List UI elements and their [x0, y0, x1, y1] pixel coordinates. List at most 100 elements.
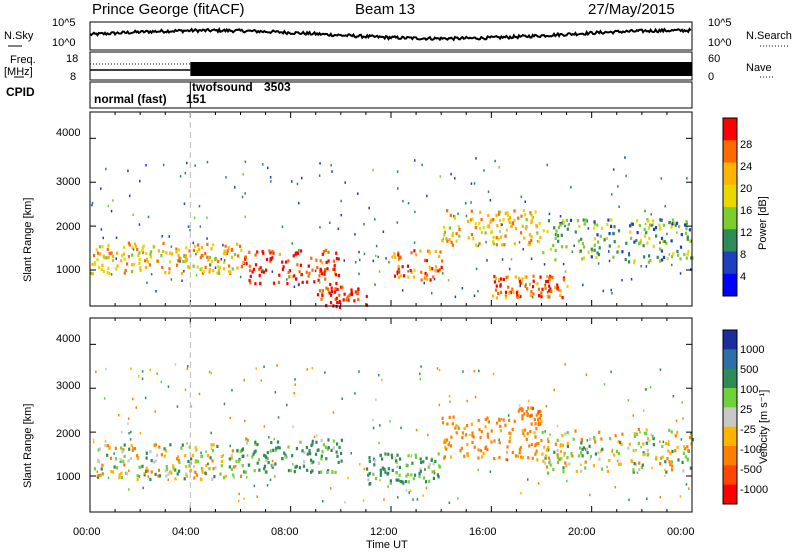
power-scatter-cell [414, 210, 416, 214]
power-scatter-cell [363, 252, 366, 256]
velocity-scatter-cell [144, 396, 147, 400]
power-cell [679, 245, 683, 249]
velocity-cell [666, 457, 669, 461]
velocity-cell [643, 431, 646, 435]
power-scatter-cell [298, 283, 300, 287]
power-cell [442, 226, 446, 230]
power-cell [646, 241, 649, 245]
power-scatter-cell [530, 212, 532, 216]
power-cell [281, 267, 284, 271]
velocity-cell [158, 474, 162, 478]
velocity-cell [441, 421, 445, 425]
velocity-scatter-cell [415, 428, 418, 432]
nave-tick-high: 60 [708, 53, 721, 65]
velocity-cell [335, 450, 338, 454]
velocity-cell [119, 458, 122, 462]
power-cell [471, 217, 474, 221]
velocity-cell [239, 474, 243, 478]
velocity-scatter-cell [680, 438, 683, 441]
power-cell [532, 292, 535, 296]
velocity-cell [520, 409, 523, 413]
power-cell [685, 220, 688, 224]
velocity-cell [548, 461, 551, 465]
power-scatter-cell [555, 230, 558, 233]
power-scatter-cell [473, 182, 476, 185]
velocity-cell [534, 444, 537, 448]
velocity-cell [535, 413, 538, 417]
velocity-cell [195, 448, 198, 452]
velocity-cell [404, 479, 407, 484]
velocity-scatter-cell [208, 370, 211, 374]
velocity-cell [211, 459, 214, 463]
velocity-cell [642, 453, 645, 457]
power-cell [394, 255, 397, 259]
velocity-scatter-cell [118, 414, 120, 417]
velocity-cell [145, 451, 148, 455]
velocity-cell [484, 445, 488, 449]
power-cell [549, 274, 552, 278]
velocity-colorbar-segment [723, 446, 737, 466]
power-scatter-cell [522, 247, 524, 251]
velocity-scatter-cell [635, 449, 637, 452]
velocity-cell [150, 459, 153, 463]
power-cell [517, 293, 520, 297]
velocity-cell [533, 431, 536, 435]
velocity-cell [242, 454, 245, 458]
velocity-scatter-cell [457, 497, 459, 500]
velocity-scatter-cell [400, 426, 402, 430]
power-cell [391, 255, 394, 259]
velocity-cell [530, 442, 533, 447]
power-cell [165, 251, 168, 255]
velocity-cell [172, 467, 175, 471]
power-cell [518, 276, 521, 280]
velocity-cell [521, 456, 524, 460]
power-scatter-cell [413, 241, 416, 244]
velocity-cell [252, 452, 255, 456]
velocity-cell [165, 465, 168, 469]
power-cell [643, 227, 646, 231]
velocity-cell [263, 464, 266, 468]
velocity-scatter-cell [419, 377, 421, 381]
power-colorbar-segment [723, 229, 737, 252]
power-cell [244, 257, 247, 261]
velocity-cell [379, 471, 383, 475]
power-cell [252, 267, 255, 271]
power-cell [557, 225, 560, 229]
velocity-scatter-cell [408, 491, 410, 494]
power-scatter-cell [358, 250, 360, 254]
velocity-cell [311, 439, 314, 443]
power-cell [658, 259, 662, 263]
power-cell [530, 213, 533, 217]
power-cell [500, 223, 503, 227]
velocity-cell [184, 454, 187, 458]
velocity-cell [556, 448, 559, 453]
velocity-cell [529, 414, 532, 418]
power-scatter-cell [301, 176, 303, 180]
velocity-cell [123, 443, 126, 447]
power-cell [325, 286, 328, 290]
velocity-cell [248, 463, 251, 467]
power-scatter-cell [439, 175, 442, 178]
velocity-cell [630, 459, 633, 463]
power-scatter-cell [107, 204, 109, 208]
power-cell [554, 258, 557, 262]
power-cell [440, 259, 444, 263]
power-cell [661, 258, 664, 262]
power-scatter-cell [241, 195, 244, 199]
power-cell [525, 218, 528, 222]
power-cell [333, 264, 336, 268]
power-scatter-cell [291, 242, 293, 245]
power-scatter-cell [184, 171, 187, 175]
power-cell [638, 223, 641, 228]
power-scatter-cell [644, 222, 647, 226]
velocity-cell [502, 418, 505, 422]
power-cell [562, 221, 565, 225]
power-cell [495, 243, 498, 247]
power-ytick-1000: 1000 [56, 264, 81, 276]
power-cell [223, 260, 226, 264]
velocity-cell [572, 437, 575, 441]
velocity-scatter-cell [256, 495, 258, 498]
power-cell [138, 251, 141, 255]
power-cell [587, 250, 590, 254]
velocity-scatter-cell [627, 399, 630, 402]
